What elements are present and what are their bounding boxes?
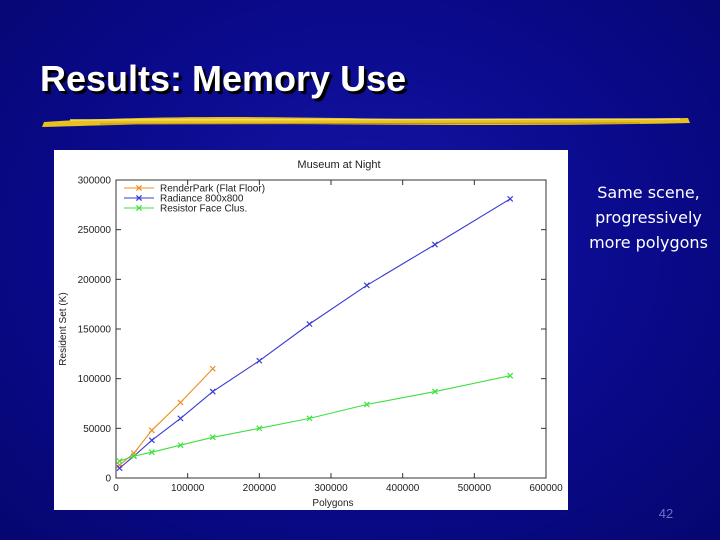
x-tick-label: 0 bbox=[113, 483, 119, 494]
x-axis-label: Polygons bbox=[312, 498, 353, 509]
series-1-point bbox=[507, 195, 514, 202]
series-2-point bbox=[256, 425, 263, 432]
series-1-point bbox=[209, 388, 216, 395]
legend-label-2: Resistor Face Clus. bbox=[160, 204, 247, 215]
series-1-point bbox=[116, 465, 123, 472]
plot-frame bbox=[115, 179, 547, 479]
series-1-point bbox=[177, 415, 184, 422]
legend-marker-0 bbox=[135, 184, 143, 192]
legend-label-1: Radiance 800x800 bbox=[160, 194, 244, 205]
series-2-point bbox=[363, 401, 370, 408]
series-2-point bbox=[507, 372, 514, 379]
title-underline bbox=[42, 117, 690, 127]
series-2-point bbox=[306, 415, 313, 422]
y-tick-label: 150000 bbox=[78, 325, 112, 336]
memory-use-chart: 0 50000 100000 150000 200000 250000 300000 0 100… bbox=[58, 159, 563, 509]
legend-marker-1 bbox=[135, 194, 143, 202]
side-note: Same scene, progressively more polygons bbox=[589, 183, 708, 252]
x-tick-label: 500000 bbox=[458, 483, 492, 494]
slide-number: 42 bbox=[658, 506, 674, 521]
y-tick-label: 50000 bbox=[83, 424, 111, 435]
chart-title: Museum at Night bbox=[297, 159, 380, 171]
chart-panel: 0 50000 100000 150000 200000 250000 300000 0 100… bbox=[54, 150, 568, 510]
slide-title: Results: Memory Use bbox=[40, 58, 407, 99]
legend-marker-2 bbox=[135, 204, 143, 212]
x-tick-label: 300000 bbox=[314, 483, 348, 494]
series-1-point bbox=[431, 241, 438, 248]
series-1-point bbox=[148, 437, 155, 444]
series-1-point bbox=[256, 357, 263, 364]
series-0-point bbox=[209, 365, 216, 372]
series-2-point bbox=[431, 388, 438, 395]
x-tick-label: 600000 bbox=[529, 483, 563, 494]
y-tick-label: 200000 bbox=[78, 275, 112, 286]
y-tick-label: 300000 bbox=[78, 176, 112, 187]
series-1-point bbox=[363, 282, 370, 289]
x-tick-label: 400000 bbox=[386, 483, 420, 494]
y-axis-label: Resident Set (K) bbox=[58, 292, 69, 365]
series-2-point bbox=[209, 434, 216, 441]
series-2-point bbox=[148, 449, 155, 456]
series-line-0 bbox=[119, 368, 214, 466]
series-2-point bbox=[177, 442, 184, 449]
y-tick-label: 100000 bbox=[78, 374, 112, 385]
x-tick-label: 100000 bbox=[171, 483, 205, 494]
series-0-point bbox=[177, 399, 184, 406]
series-2-point bbox=[130, 453, 137, 460]
series-line-2 bbox=[119, 375, 511, 462]
series-0-point bbox=[148, 427, 155, 434]
y-tick-label: 0 bbox=[105, 474, 111, 485]
series-line-1 bbox=[119, 198, 511, 469]
series-2-point bbox=[116, 458, 123, 465]
series-1-point bbox=[306, 321, 313, 328]
legend-label-0: RenderPark (Flat Floor) bbox=[160, 184, 265, 195]
x-tick-label: 200000 bbox=[243, 483, 277, 494]
y-tick-label: 250000 bbox=[78, 225, 112, 236]
